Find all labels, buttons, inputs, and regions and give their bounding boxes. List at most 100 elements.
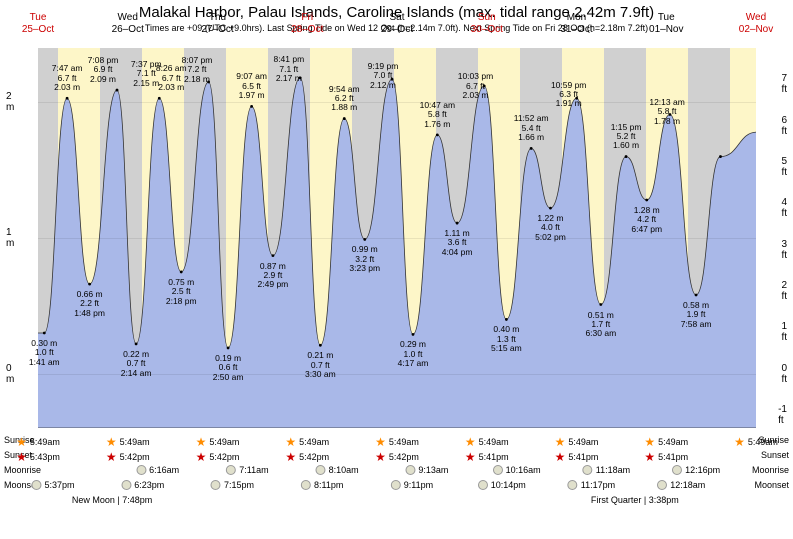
moonset-time: 8:11pm <box>301 480 343 490</box>
sunrise-icon: ★ <box>734 435 745 449</box>
date-label: Wed26–Oct <box>98 12 158 36</box>
moon-icon <box>568 480 578 490</box>
moonset-time: 6:23pm <box>121 480 164 490</box>
sunset-time: ★5:42pm <box>375 450 419 464</box>
sunrise-time: ★5:49am <box>16 435 60 449</box>
tide-annotation: 10:03 pm6.7 ft2.03 m <box>458 72 493 100</box>
moonset-time: 5:37pm <box>31 480 74 490</box>
moonset-time: 7:15pm <box>211 480 254 490</box>
sunrise-time: ★5:49am <box>644 435 688 449</box>
moon-icon <box>316 465 326 475</box>
tide-annotation: 0.40 m1.3 ft5:15 am <box>491 325 522 353</box>
axis-tick-ft: 4 ft <box>781 197 787 219</box>
date-label: Wed02–Nov <box>726 12 786 36</box>
axis-tick-m: 1 m <box>6 227 14 249</box>
sunrise-icon: ★ <box>196 435 207 449</box>
moon-icon <box>211 480 221 490</box>
tide-annotation: 9:19 pm7.0 ft2.12 m <box>368 62 399 90</box>
grid-line <box>38 102 756 103</box>
tide-annotation: 0.87 m2.9 ft2:49 pm <box>258 262 289 290</box>
moonset-time: 10:14pm <box>478 480 526 490</box>
row-label: Moonrise <box>4 465 41 475</box>
tide-annotation: 0.29 m1.0 ft4:17 am <box>398 340 429 368</box>
tide-annotation: 10:47 am5.8 ft1.76 m <box>420 101 455 129</box>
moon-icon <box>478 480 488 490</box>
axis-tick-ft: 6 ft <box>781 115 787 137</box>
date-label: Fri28–Oct <box>277 12 337 36</box>
sunset-icon: ★ <box>375 450 386 464</box>
sunrise-icon: ★ <box>16 435 27 449</box>
moonset-time: 9:11pm <box>391 480 433 490</box>
tide-annotation: 8:07 pm7.2 ft2.18 m <box>182 56 213 84</box>
date-label: Sun30–Oct <box>457 12 517 36</box>
moon-icon <box>391 480 401 490</box>
axis-tick-m: 2 m <box>6 91 14 113</box>
tide-annotation: 11:52 am5.4 ft1.66 m <box>514 114 549 142</box>
moon-icon <box>121 480 131 490</box>
sunrise-time: ★5:49am <box>106 435 150 449</box>
moon-icon <box>583 465 593 475</box>
moon-icon <box>493 465 503 475</box>
tide-annotation: 7:08 pm6.9 ft2.09 m <box>88 56 119 84</box>
moonrise-time: 11:18am <box>583 465 630 475</box>
tide-annotation: 0.51 m1.7 ft6:30 am <box>585 311 616 339</box>
date-label: Tue01–Nov <box>636 12 696 36</box>
axis-tick-ft: 2 ft <box>781 280 787 302</box>
sunrise-icon: ★ <box>285 435 296 449</box>
sunrise-time: ★5:49am <box>734 435 778 449</box>
tide-annotation: 1.11 m3.6 ft4:04 pm <box>442 229 473 257</box>
moon-icon <box>301 480 311 490</box>
date-label: Tue25–Oct <box>8 12 68 36</box>
date-label: Thu27–Oct <box>188 12 248 36</box>
tide-annotation: 1.22 m4.0 ft5:02 pm <box>535 214 566 242</box>
tide-annotation: 8:41 pm7.1 ft2.17 m <box>273 55 304 83</box>
moon-icon <box>136 465 146 475</box>
axis-tick-ft: 1 ft <box>781 321 787 343</box>
moon-icon <box>405 465 415 475</box>
sunset-time: ★5:43pm <box>16 450 60 464</box>
axis-tick-ft: -1 ft <box>778 404 787 426</box>
date-label: Sat29–Oct <box>367 12 427 36</box>
axis-tick-ft: 3 ft <box>781 239 787 261</box>
moon-phase-label: New Moon | 7:48pm <box>72 495 152 505</box>
sunrise-icon: ★ <box>644 435 655 449</box>
tide-annotation: 12:13 am5.8 ft1.78 m <box>649 98 684 126</box>
sunset-time: ★5:41pm <box>465 450 509 464</box>
moon-icon <box>226 465 236 475</box>
sunrise-time: ★5:49am <box>555 435 599 449</box>
tide-annotation: 0.99 m3.2 ft3:23 pm <box>349 245 380 273</box>
sunset-time: ★5:42pm <box>106 450 150 464</box>
tide-annotation: 0.30 m1.0 ft1:41 am <box>29 339 60 367</box>
tide-annotation: 0.75 m2.5 ft2:18 pm <box>166 278 197 306</box>
tide-chart: Malakal Harbor, Palau Islands, Caroline … <box>0 0 793 539</box>
moonrise-time: 7:11am <box>226 465 268 475</box>
sunset-icon: ★ <box>644 450 655 464</box>
sunset-time: ★5:42pm <box>196 450 240 464</box>
moonrise-time: 9:13am <box>405 465 448 475</box>
axis-tick-ft: 5 ft <box>781 156 787 178</box>
moon-icon <box>657 480 667 490</box>
sunrise-icon: ★ <box>465 435 476 449</box>
tide-annotation: 10:59 pm6.3 ft1.91 m <box>551 81 586 109</box>
sunrise-icon: ★ <box>375 435 386 449</box>
sunrise-time: ★5:49am <box>465 435 509 449</box>
moonset-time: 12:18am <box>657 480 705 490</box>
tide-annotation: 0.66 m2.2 ft1:48 pm <box>74 290 105 318</box>
tide-annotation: 0.19 m0.6 ft2:50 am <box>213 354 244 382</box>
date-label: Mon31–Oct <box>547 12 607 36</box>
sunset-icon: ★ <box>106 450 117 464</box>
sunrise-time: ★5:49am <box>375 435 419 449</box>
sunset-icon: ★ <box>196 450 207 464</box>
tide-annotation: 0.58 m1.9 ft7:58 am <box>681 301 712 329</box>
plot-area: Tue25–OctWed26–OctThu27–OctFri28–OctSat2… <box>38 48 756 428</box>
sunrise-time: ★5:49am <box>196 435 240 449</box>
sunrise-icon: ★ <box>106 435 117 449</box>
row-label: Sunset <box>761 450 789 460</box>
sunset-icon: ★ <box>465 450 476 464</box>
moon-phase-label: First Quarter | 3:38pm <box>591 495 679 505</box>
row-label: Moonset <box>754 480 789 490</box>
tide-annotation: 1.28 m4.2 ft6:47 pm <box>631 206 662 234</box>
moon-icon <box>672 465 682 475</box>
sunset-icon: ★ <box>555 450 566 464</box>
moonrise-time: 6:16am <box>136 465 179 475</box>
